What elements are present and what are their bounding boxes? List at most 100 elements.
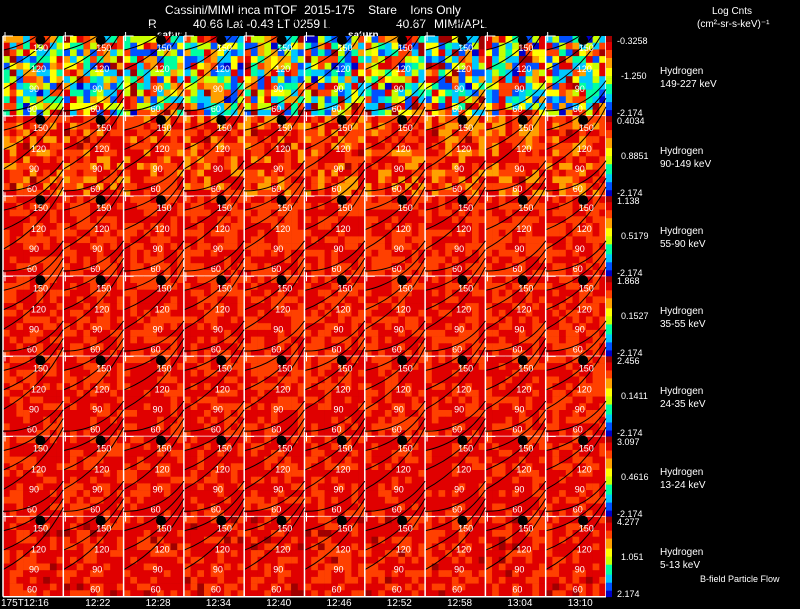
colorbar-segment — [606, 256, 612, 259]
data-cell — [351, 323, 359, 331]
data-cell — [405, 36, 412, 43]
data-cell — [63, 343, 71, 351]
contour-label: 120 — [577, 64, 592, 74]
data-cell — [230, 149, 238, 157]
contour-line — [2, 160, 64, 192]
data-cell — [485, 96, 493, 104]
data-cell — [351, 236, 359, 244]
data-cell — [411, 209, 419, 217]
data-cell — [505, 176, 513, 184]
data-cell — [431, 156, 439, 164]
data-cell — [498, 183, 506, 191]
data-cell — [284, 303, 292, 311]
data-cell — [445, 109, 453, 117]
data-cell — [230, 303, 238, 311]
data-cell — [559, 169, 567, 177]
data-cell — [465, 189, 473, 197]
contour-label: 90 — [273, 84, 283, 94]
data-cell — [190, 329, 198, 337]
saturn-marker — [517, 35, 528, 45]
data-cell — [592, 303, 600, 311]
data-cell — [284, 216, 292, 224]
data-cell — [599, 323, 607, 331]
data-cell — [492, 56, 500, 64]
data-cell — [183, 183, 191, 191]
data-cell — [36, 103, 44, 110]
data-cell — [344, 149, 352, 157]
data-cell — [224, 283, 232, 290]
data-cell — [317, 156, 325, 164]
colorbar-segment — [606, 148, 612, 151]
data-cell — [224, 89, 232, 97]
data-cell — [525, 256, 533, 264]
data-cell — [331, 243, 339, 251]
data-cell — [49, 316, 57, 324]
panel — [364, 80, 426, 197]
data-cell — [103, 316, 111, 324]
data-cell — [250, 109, 258, 117]
data-cell — [177, 236, 185, 244]
data-cell — [425, 276, 433, 284]
data-cell — [277, 303, 285, 311]
data-cell — [224, 269, 232, 277]
data-cell — [90, 256, 98, 264]
data-cell — [137, 202, 144, 210]
data-cell — [384, 296, 392, 304]
data-cell — [512, 156, 520, 164]
data-cell — [210, 202, 218, 210]
data-cell — [284, 223, 292, 230]
data-cell — [9, 69, 17, 77]
data-cell — [438, 116, 446, 124]
data-cell — [311, 76, 319, 84]
data-cell — [358, 296, 366, 304]
colorbar-segment — [606, 202, 612, 205]
data-cell — [177, 49, 185, 57]
data-cell — [137, 269, 144, 277]
data-cell — [425, 163, 433, 170]
data-cell — [445, 156, 453, 164]
data-cell — [565, 289, 573, 297]
data-cell — [217, 103, 225, 110]
data-cell — [56, 156, 64, 164]
colorbar-segment — [606, 56, 612, 59]
data-cell — [592, 263, 600, 271]
data-cell — [271, 189, 278, 197]
contour-label: 150 — [398, 123, 413, 133]
data-cell — [445, 209, 453, 217]
data-cell — [565, 142, 573, 150]
data-cell — [445, 223, 453, 230]
data-cell — [592, 323, 600, 331]
data-cell — [291, 149, 299, 157]
data-cell — [197, 243, 205, 251]
data-cell — [592, 183, 600, 191]
data-cell — [291, 56, 299, 64]
data-cell — [291, 236, 299, 244]
data-cell — [391, 196, 399, 204]
contour-label: 150 — [217, 43, 232, 53]
data-cell — [485, 69, 493, 77]
data-cell — [492, 329, 500, 337]
data-cell — [384, 216, 392, 224]
data-cell — [9, 142, 17, 150]
data-cell — [163, 163, 171, 170]
data-cell — [317, 82, 325, 90]
data-cell — [284, 136, 292, 144]
data-cell — [291, 163, 299, 170]
data-cell — [418, 276, 426, 284]
contour-line — [425, 240, 486, 272]
data-cell — [338, 289, 345, 297]
data-cell — [264, 329, 272, 337]
data-cell — [371, 243, 379, 251]
data-cell — [324, 142, 332, 150]
data-cell — [338, 303, 345, 311]
data-cell — [297, 36, 305, 43]
data-cell — [150, 176, 158, 184]
data-cell — [344, 142, 352, 150]
colorbar-segment — [606, 174, 612, 177]
colorbar-segment — [606, 126, 612, 129]
data-cell — [324, 303, 332, 311]
data-cell — [244, 202, 252, 210]
data-cell — [183, 243, 191, 251]
data-cell — [90, 276, 98, 284]
data-cell — [237, 223, 245, 230]
